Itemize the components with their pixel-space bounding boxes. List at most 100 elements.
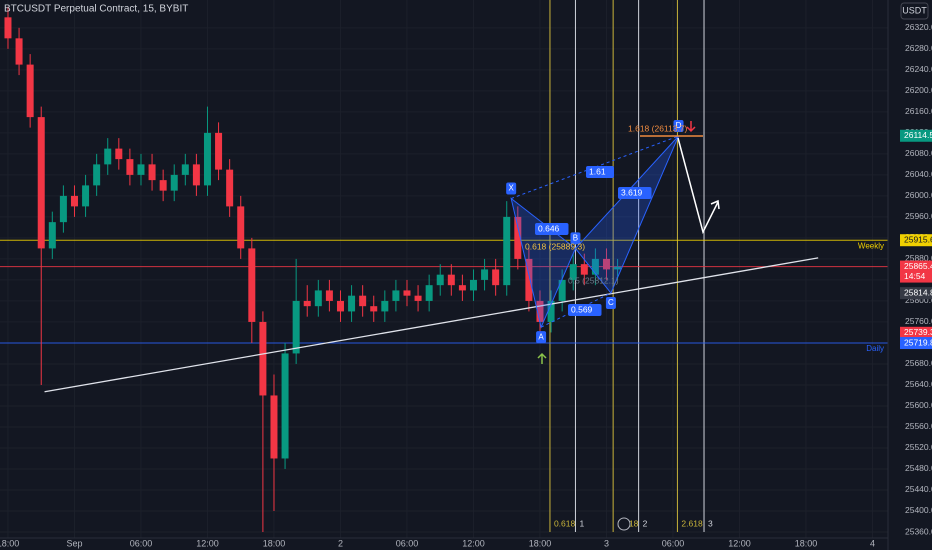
time-fib-label: 3 (708, 518, 713, 528)
x-tick-label: 06:00 (130, 538, 153, 548)
candle-body (148, 164, 156, 181)
candle-body (547, 300, 555, 322)
y-tick-label: 26240.0 (905, 64, 932, 74)
candle-body (503, 216, 511, 286)
candle-body (325, 290, 333, 301)
price-tag-label: 25865.4 (904, 261, 932, 271)
y-tick-label: 25680.0 (905, 358, 932, 368)
y-tick-label: 25480.0 (905, 463, 932, 473)
candle-body (614, 266, 622, 270)
candle-body (414, 295, 422, 301)
price-tag-label: 25915.6 (904, 234, 932, 244)
candle-body (348, 295, 356, 312)
candle-body (303, 300, 311, 307)
candle-body (170, 174, 178, 191)
x-tick-label: 06:00 (396, 538, 419, 548)
candle-body (425, 285, 433, 301)
x-tick-label: 12:00 (196, 538, 219, 548)
price-tag-label: 25739.3 (904, 327, 932, 337)
y-tick-label: 26080.0 (905, 148, 932, 158)
ratio-box (586, 166, 614, 178)
level-name: Weekly (858, 241, 884, 250)
currency[interactable]: USDT (902, 5, 927, 15)
ratio-label: 3.619 (621, 187, 643, 197)
time-fib-label: 2.618 (681, 518, 703, 528)
candle-body (248, 248, 256, 322)
candle-body (215, 132, 223, 170)
point-box (570, 232, 581, 245)
point-label: C (608, 298, 614, 307)
currency-box[interactable] (900, 2, 929, 20)
y-tick-label: 25880.0 (905, 253, 932, 263)
candle-body (336, 300, 344, 312)
candle-body (580, 264, 588, 275)
candle-body (392, 290, 400, 301)
x-tick-label: 18:00 (263, 538, 286, 548)
price-tag (900, 287, 932, 300)
candle-body (70, 195, 78, 207)
ratio-box (618, 187, 652, 199)
time-fib-label: 1.618 (617, 518, 639, 528)
candle-body (259, 321, 267, 396)
candle-body (203, 132, 211, 186)
x-tick-label: 12:00 (462, 538, 485, 548)
candle-body (37, 117, 45, 249)
candle-body (359, 295, 367, 307)
point-box (536, 331, 547, 344)
candle-body (192, 164, 200, 186)
point-box (605, 297, 616, 310)
y-tick-label: 25440.0 (905, 484, 932, 494)
candle-body (59, 195, 67, 223)
candle-body (281, 353, 289, 459)
candle-body (270, 395, 278, 459)
candle-body (436, 274, 444, 286)
y-tick-label: 26000.0 (905, 190, 932, 200)
price-tag (900, 337, 932, 350)
x-tick-label: Sep (66, 538, 82, 548)
y-tick-label: 25640.0 (905, 379, 932, 389)
point-box (673, 120, 684, 133)
y-tick-label: 26040.0 (905, 169, 932, 179)
x-tick-label: 18:00 (0, 538, 19, 548)
candle-body (292, 300, 300, 354)
candle-body (370, 306, 378, 312)
candle-body (93, 164, 101, 186)
price-tag (900, 326, 932, 339)
candle-body (514, 216, 522, 259)
candle-body (4, 17, 12, 39)
trendline (44, 257, 819, 393)
y-tick-label: 25400.0 (905, 505, 932, 515)
candle-body (492, 269, 500, 286)
candle-body (104, 148, 112, 165)
price-tag (900, 260, 932, 283)
y-tick-label: 26160.0 (905, 106, 932, 116)
ratio-label: 1.61 (589, 166, 606, 176)
candle-body (26, 64, 34, 118)
candle-body (15, 38, 23, 65)
candle-body (82, 185, 90, 207)
candle-body (481, 269, 489, 280)
y-tick-label: 26320.0 (905, 22, 932, 32)
x-tick-label: 12:00 (728, 538, 751, 548)
candle-body (447, 274, 455, 286)
candle-body (458, 285, 466, 291)
candle-body (602, 258, 610, 270)
y-tick-label: 25800.0 (905, 295, 932, 305)
x-tick-label: 4 (870, 538, 875, 548)
candle-body (569, 264, 577, 280)
candle-body (159, 180, 167, 191)
y-tick-label: 25600.0 (905, 400, 932, 410)
price-tag-label: 26114.5 (904, 130, 932, 140)
x-tick-label: 06:00 (662, 538, 685, 548)
candle-body (536, 300, 544, 322)
point-box (506, 182, 517, 195)
fib-label: 0.618 (25889.3) (525, 241, 585, 251)
ratio-box (535, 223, 569, 235)
candle-body (226, 169, 234, 207)
candle-body (525, 258, 533, 301)
ratio-label: 0.569 (571, 304, 593, 314)
candle-body (137, 164, 145, 175)
fib-label: 0.5 (25812.1) (568, 275, 619, 285)
